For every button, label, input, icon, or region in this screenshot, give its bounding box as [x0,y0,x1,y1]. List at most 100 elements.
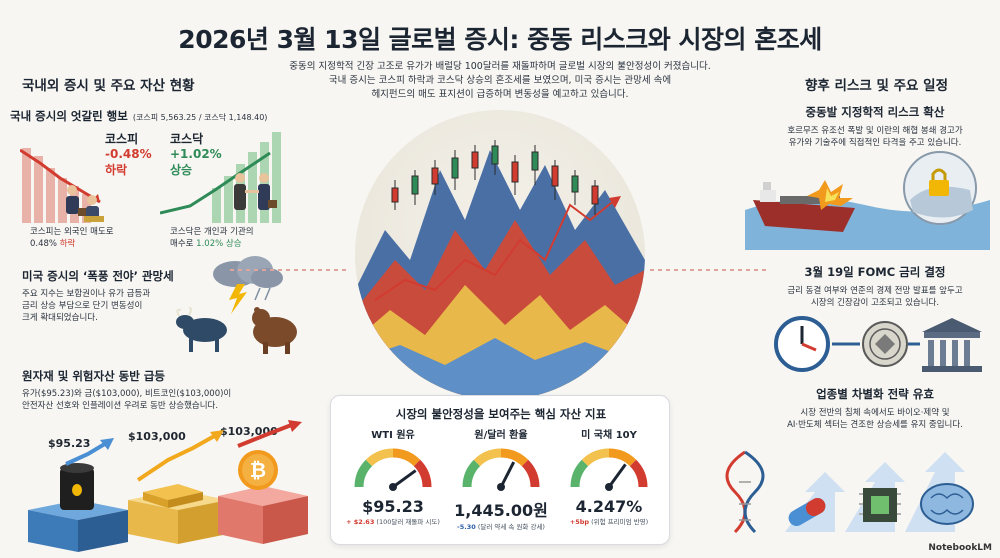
us-line-1: 주요 지수는 보합권이나 유가 급등과 [22,289,151,299]
gauge-arc-segment [629,459,648,488]
kospi-direction: 하락 [105,163,128,177]
key-indicators-panel: 시장의 불안정성을 보여주는 핵심 자산 지표 WTI 원유 $95.23 + … [330,395,670,545]
page-subtitle: 중동의 지정학적 긴장 고조로 유가가 배럴당 100달러를 재돌파하며 글로벌… [250,60,750,102]
us-line-2: 금리 상승 부담으로 단기 변동성이 [22,301,143,311]
gauge-ust-change-value: +5bp [569,518,590,526]
sector-line-2: AI·반도체 섹터는 견조한 상승세를 유지 중입니다. [787,420,963,430]
gauge-arc-segment [354,459,373,488]
gauge-hub [605,483,613,491]
kosdaq-note: 코스닥은 개인과 기관의 매수로 1.02% 상승 [170,226,254,250]
oil-barrel-icon [60,463,94,510]
gauge-wti-name: WTI 원유 [371,430,415,441]
storm-cloud-icon [213,256,283,314]
kosdaq-change: +1.02% [170,147,222,161]
gauge-arc-segment [500,448,529,467]
kospi-stat: 코스피 -0.48% 하락 [105,130,152,178]
gauge-needle [499,461,516,488]
bull-icon [176,306,227,352]
fomc-title: 3월 19일 FOMC 금리 결정 [804,265,946,279]
gauge-krw-change-value: -5.30 [457,523,476,531]
kospi-name: 코스피 [105,132,139,146]
svg-text:₿: ₿ [250,458,266,482]
page-title: 2026년 3월 13일 글로벌 증시: 중동 리스크와 시장의 혼조세 [178,25,822,54]
gauge-wti-change-note: (100달러 재돌파 시도) [374,518,440,526]
brand-logo: NotebookLM [928,543,992,553]
gauge-arc-segment [570,459,589,488]
gauge-wti-dial-icon [354,448,432,491]
gauge-krw-value: 1,445.00원 [454,501,548,520]
market-volatility-illustration [355,110,645,400]
kosdaq-note-line-1: 코스닥은 개인과 기관의 [170,227,254,237]
kosdaq-direction: 상승 [170,163,193,177]
gauge-needle [392,469,417,489]
panel-title: 시장의 불안정성을 보여주는 핵심 자산 지표 [395,407,607,421]
gauge-hub [389,483,397,491]
gauge-ust-change-note: (위험 프리미엄 반영) [589,518,649,526]
kosdaq-note-line-2: 매수로 [170,239,197,249]
us-desc: 주요 지수는 보합권이나 유가 급등과 금리 상승 부담으로 단기 변동성이 크… [22,288,150,324]
kosdaq-note-highlight: 1.02% 상승 [196,239,242,249]
domestic-title-note: (코스피 5,563.25 / 코스닥 1,148.40) [132,113,268,122]
geo-desc: 호르무즈 유조선 폭발 및 이란의 해협 봉쇄 경고가 유가와 기술주에 직접적… [760,125,990,149]
fomc-line-1: 금리 동결 여부와 연준의 경제 전망 발표를 앞두고 [787,286,963,296]
kospi-note-line-2: 0.48% [30,239,60,249]
gauge-krw-dial-icon [462,448,540,491]
sector-line-1: 시장 전반의 침체 속에서도 바이오·제약 및 [800,408,950,418]
gold-bars-icon [143,484,203,508]
commodities-title: 원자재 및 위험자산 동반 급등 [22,369,165,383]
gauge-wti-change: + $2.63 (100달러 재돌파 시도) [343,516,443,526]
gauge-hub [497,483,505,491]
domestic-title: 국내 증시의 엇갈린 행보 [10,109,128,123]
subtitle-line-3: 헤지펀드의 매도 표지션이 급증하며 변동성을 예고하고 있습니다. [371,89,629,100]
kosdaq-stat: 코스닥 +1.02% 상승 [170,130,222,178]
sector-desc: 시장 전반의 침체 속에서도 바이오·제약 및 AI·반도체 섹터는 견조한 상… [760,407,990,431]
kosdaq-up-chart-icon [160,132,281,223]
gauge-ust-value: 4.247% [575,497,643,516]
sector-title: 업종별 차별화 전략 유효 [816,387,934,401]
pill-icon [788,498,826,526]
kospi-note-highlight: 하락 [59,239,76,249]
us-line-3: 크게 확대되었습니다. [22,313,98,323]
connector-lines [230,269,770,271]
gauge-krw-change: -5.30 (달러 약세 속 원화 강세) [451,521,551,531]
gauge-ust-dial-icon [570,448,648,491]
clock-icon [774,316,830,372]
fomc-block: 3월 19일 FOMC 금리 결정 금리 동결 여부와 연준의 경제 전망 발표… [760,264,990,309]
bear-icon [252,307,297,354]
fomc-illustration [774,316,982,372]
commodities-desc: 유가($95.23)와 금($103,000), 비트코인($103,000)이… [22,388,231,412]
subtitle-line-1: 중동의 지정학적 긴장 고조로 유가가 배럴당 100달러를 재돌파하며 글로벌… [289,61,711,72]
gauge-wti: WTI 원유 $95.23 + $2.63 (100달러 재돌파 시도) [343,426,443,526]
gauge-arc-segment [581,448,610,467]
bull-bear-storm-icon [176,256,297,354]
geo-risk-block: 중동발 지정학적 리스크 확산 호르무즈 유조선 폭발 및 이란의 해협 봉쇄 … [760,104,990,149]
oil-price-label: $95.23 [48,437,91,450]
geo-line-2: 유가와 기술주에 직접적인 타격을 주고 있습니다. [788,138,962,148]
kospi-note-line-1: 코스피는 외국인 매도로 [30,227,114,237]
kospi-down-chart-icon [20,148,104,223]
hormuz-illustration [745,151,990,250]
commodities-illustration: ₿ [28,420,308,552]
right-section-title: 향후 리스크 및 주요 일정 [805,78,948,94]
geo-line-1: 호르무즈 유조선 폭발 및 이란의 해협 봉쇄 경고가 [787,126,963,136]
commodities-line-1: 유가($95.23)와 금($103,000), 비트코인($103,000)이 [22,389,232,399]
bitcoin-icon: ₿ [238,450,278,490]
sector-illustration [725,450,974,534]
tanker-icon [753,182,855,232]
gauge-wti-value: $95.23 [362,497,424,516]
gauge-arc-segment [521,459,540,488]
dna-icon [725,450,765,534]
gauge-arc-segment [365,448,394,467]
fomc-line-2: 시장의 긴장감이 고조되고 있습니다. [810,298,940,308]
fed-seal-icon [862,321,908,367]
bank-building-icon [922,318,982,372]
volatility-mountains-icon [355,140,645,400]
commodities-line-2: 안전자산 선호와 인플레이션 우려로 동반 상승했습니다. [22,401,219,411]
gauge-krw-name: 원/달러 환율 [474,430,528,441]
gauge-wti-change-value: + $2.63 [346,518,375,526]
kospi-note: 코스피는 외국인 매도로 0.48% 하락 [30,226,114,250]
gauge-arc-segment [413,459,432,488]
explosion-icon [807,180,853,210]
gauge-needle [607,463,627,488]
sector-block: 업종별 차별화 전략 유효 시장 전반의 침체 속에서도 바이오·제약 및 AI… [760,386,990,431]
